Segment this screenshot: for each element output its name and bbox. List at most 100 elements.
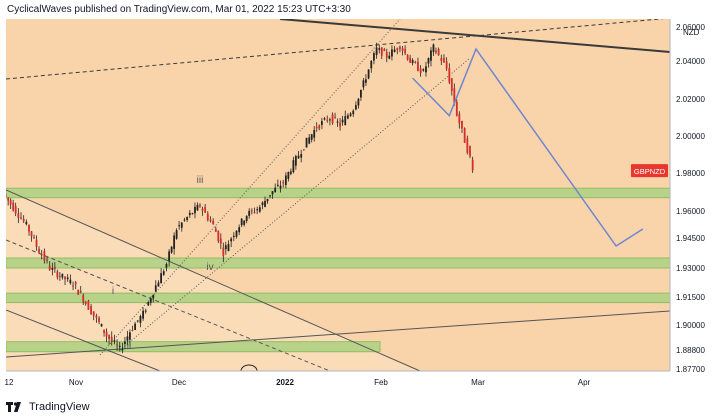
candle-body (341, 119, 344, 123)
candle (378, 44, 381, 54)
candle (118, 341, 121, 352)
candle (271, 191, 274, 199)
x-tick-label: Feb (374, 378, 388, 387)
candle-body (77, 289, 80, 295)
candle-body (126, 336, 129, 341)
candle-body (253, 211, 256, 213)
candle-body (435, 50, 437, 53)
candle (157, 280, 160, 287)
candle-body (357, 98, 360, 106)
candle-body (69, 279, 72, 284)
candle (367, 69, 370, 80)
candle (230, 236, 233, 248)
candle-body (310, 134, 313, 140)
candle (175, 228, 178, 240)
candle (469, 145, 471, 159)
candle-body (450, 78, 453, 92)
candle-body (326, 119, 329, 121)
candle-body (178, 225, 181, 227)
candle (315, 122, 318, 132)
candle-body (222, 247, 225, 256)
candle (103, 329, 105, 337)
candle-body (318, 125, 321, 129)
tradingview-brand: TradingView (29, 401, 90, 413)
candle (328, 117, 331, 126)
candle-body (191, 213, 194, 215)
candle (48, 261, 51, 271)
y-tick-label: 1.90000 (676, 321, 705, 330)
candle-body (266, 198, 269, 202)
candle (388, 51, 391, 60)
candle-body (294, 155, 297, 166)
candle-body (199, 204, 201, 207)
candle-body (323, 118, 326, 120)
candle (409, 54, 412, 63)
candle-body (282, 181, 285, 184)
candle (108, 334, 110, 345)
candle (77, 289, 80, 295)
candle-body (305, 137, 308, 148)
candle-body (142, 310, 144, 319)
candle-body (417, 61, 419, 72)
candle-body (214, 228, 217, 232)
candle (105, 328, 108, 343)
candle (38, 246, 40, 254)
candle (110, 331, 113, 346)
candle-body (98, 317, 100, 323)
publisher-caption: CyclicalWaves published on TradingView.c… (7, 4, 351, 15)
candle (121, 342, 124, 354)
candle-body (35, 239, 38, 247)
candle-body (118, 345, 121, 347)
candle (149, 296, 152, 306)
candle (12, 199, 15, 212)
x-tick-label: Apr (578, 378, 591, 387)
candle-body (289, 171, 292, 174)
candle (6, 193, 7, 199)
candle (253, 207, 256, 214)
candle-body (154, 285, 157, 292)
candle-body (238, 227, 241, 233)
candle-body (380, 47, 383, 56)
candle (72, 281, 74, 291)
candle (20, 212, 22, 220)
candle (240, 218, 243, 228)
candle (30, 230, 33, 242)
candle-body (72, 285, 74, 287)
candle-body (105, 331, 108, 337)
candle-body (427, 57, 430, 64)
candle-body (7, 197, 10, 201)
candle-body (443, 57, 445, 63)
candle-body (458, 113, 461, 124)
candle-body (355, 105, 357, 110)
candle-body (370, 60, 373, 69)
candle (66, 274, 69, 282)
candle-body (331, 114, 334, 124)
candle-body (152, 294, 155, 299)
candle (165, 262, 168, 272)
candle (318, 124, 321, 131)
candle (243, 219, 246, 227)
candle (87, 299, 90, 310)
candle (287, 171, 290, 182)
candle-body (287, 172, 290, 179)
candle-body (271, 191, 274, 195)
channel-lower-dotted (119, 57, 471, 351)
candle (53, 262, 56, 273)
candle (393, 46, 396, 53)
candle-body (188, 212, 191, 216)
candle-body (448, 68, 451, 83)
candle (170, 246, 173, 254)
candle (147, 301, 150, 307)
candle-body (313, 129, 316, 138)
candle-body (469, 145, 471, 157)
candle-body (445, 61, 448, 69)
candle-body (43, 251, 46, 261)
candle (435, 47, 437, 55)
candle-body (411, 60, 414, 64)
candle (422, 68, 425, 72)
candle (142, 307, 144, 321)
candle (471, 156, 474, 173)
candle (212, 218, 215, 225)
candle-body (170, 246, 173, 253)
